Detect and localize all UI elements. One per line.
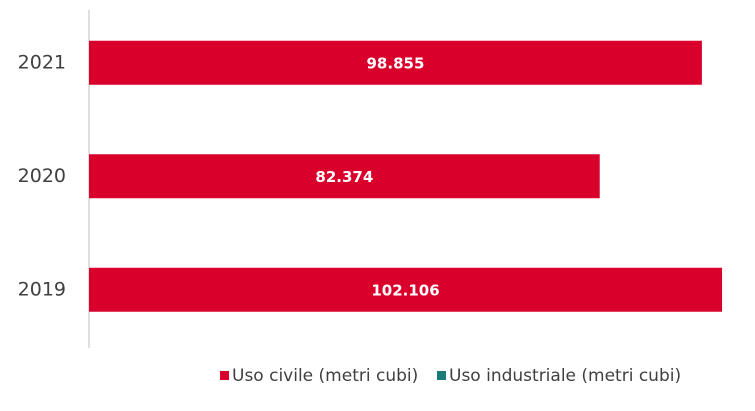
value-label: 102.106 (371, 281, 439, 299)
legend-swatch (437, 371, 446, 380)
y-tick-label: 2019 (18, 278, 66, 300)
bar (89, 154, 600, 199)
legend-swatch (220, 371, 229, 380)
bar (89, 40, 702, 85)
value-label: 98.855 (367, 54, 425, 72)
value-label: 82.374 (315, 168, 373, 186)
legend-label: Uso industriale (metri cubi) (449, 366, 681, 386)
bar (89, 267, 723, 312)
y-tick-label: 2020 (18, 165, 66, 187)
legend-label: Uso civile (metri cubi) (232, 366, 418, 386)
y-tick-label: 2021 (18, 51, 66, 73)
